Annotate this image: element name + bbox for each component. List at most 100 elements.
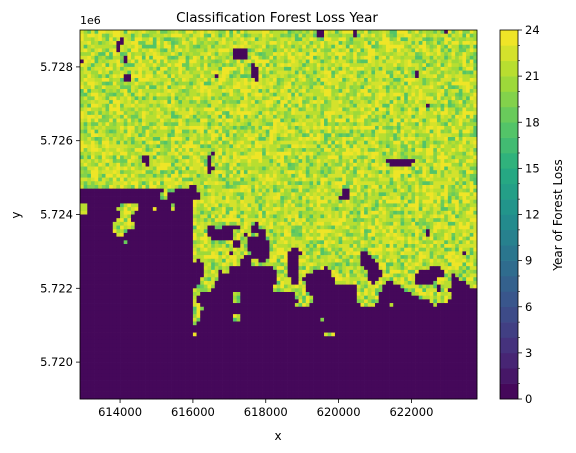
heatmap-cell xyxy=(273,111,278,116)
heatmap-cell xyxy=(298,103,303,108)
heatmap-cell xyxy=(360,70,365,75)
heatmap-cell xyxy=(411,74,416,79)
heatmap-cell xyxy=(309,96,314,101)
heatmap-cell xyxy=(462,122,467,127)
heatmap-cell xyxy=(316,85,321,90)
heatmap-cell xyxy=(174,41,179,46)
heatmap-cell xyxy=(444,37,449,42)
heatmap-cell xyxy=(473,103,478,108)
heatmap-cell xyxy=(440,181,445,186)
heatmap-cell xyxy=(309,52,314,57)
heatmap-cell xyxy=(280,133,285,138)
heatmap-cell xyxy=(349,92,354,97)
heatmap-cell xyxy=(87,63,92,68)
heatmap-cell xyxy=(80,48,84,53)
heatmap-cell xyxy=(181,188,186,193)
heatmap-cell xyxy=(130,118,135,123)
heatmap-cell xyxy=(134,37,139,42)
heatmap-cell xyxy=(469,155,474,160)
heatmap-cell xyxy=(218,59,223,64)
heatmap-cell xyxy=(178,81,183,86)
heatmap-cell xyxy=(298,37,303,42)
heatmap-cell xyxy=(130,170,135,175)
heatmap-cell xyxy=(404,148,409,153)
heatmap-cell xyxy=(232,137,237,142)
heatmap-cell xyxy=(105,122,110,127)
heatmap-cell xyxy=(247,44,252,49)
heatmap-cell xyxy=(415,140,420,145)
heatmap-cell xyxy=(367,151,372,156)
heatmap-cell xyxy=(356,184,361,190)
heatmap-cell xyxy=(94,144,99,149)
heatmap-cell xyxy=(98,196,103,201)
heatmap-cell xyxy=(120,125,125,130)
heatmap-cell xyxy=(189,140,194,145)
heatmap-cell xyxy=(367,92,372,97)
heatmap-cell xyxy=(291,140,296,145)
heatmap-cell xyxy=(385,125,390,130)
heatmap-cell xyxy=(83,66,88,71)
heatmap-cell xyxy=(305,107,310,112)
heatmap-cell xyxy=(298,125,303,130)
heatmap-cell xyxy=(207,140,212,145)
heatmap-cell xyxy=(404,137,409,142)
heatmap-cell xyxy=(418,155,423,160)
heatmap-cell xyxy=(309,59,314,64)
heatmap-cell xyxy=(181,181,186,186)
heatmap-cell xyxy=(447,89,452,94)
heatmap-cell xyxy=(407,122,412,127)
heatmap-cell xyxy=(222,111,227,116)
heatmap-cell xyxy=(134,170,139,175)
heatmap-cell xyxy=(309,140,314,145)
heatmap-cell xyxy=(349,137,354,142)
heatmap-cell xyxy=(130,173,135,178)
heatmap-cell xyxy=(174,89,179,94)
heatmap-cell xyxy=(305,96,310,101)
heatmap-cell xyxy=(345,162,350,167)
heatmap-cell xyxy=(466,122,471,127)
heatmap-cell xyxy=(455,162,460,167)
heatmap-cell xyxy=(455,70,460,75)
heatmap-cell xyxy=(112,133,117,138)
heatmap-cell xyxy=(316,96,321,101)
heatmap-cell xyxy=(334,155,339,160)
heatmap-cell xyxy=(200,41,205,46)
heatmap-cell xyxy=(291,66,296,71)
heatmap-cell xyxy=(356,166,361,171)
heatmap-cell xyxy=(269,30,274,35)
heatmap-cell xyxy=(83,103,88,108)
heatmap-cell xyxy=(251,184,256,190)
heatmap-cell xyxy=(273,81,278,86)
heatmap-cell xyxy=(342,37,347,42)
heatmap-cell xyxy=(174,151,179,156)
heatmap-cell xyxy=(385,118,390,123)
heatmap-cell xyxy=(302,107,307,112)
heatmap-cell xyxy=(105,48,110,53)
heatmap-cell xyxy=(120,77,125,83)
heatmap-cell xyxy=(451,114,456,119)
heatmap-cell xyxy=(174,129,179,134)
heatmap-cell xyxy=(262,70,267,75)
heatmap-cell xyxy=(141,48,146,53)
heatmap-cell xyxy=(404,170,409,175)
heatmap-cell xyxy=(455,55,460,60)
heatmap-cell xyxy=(94,59,99,64)
heatmap-cell xyxy=(83,107,88,112)
heatmap-cell xyxy=(324,37,329,42)
heatmap-cell xyxy=(375,89,380,94)
heatmap-cell xyxy=(309,129,314,134)
heatmap-cell xyxy=(254,137,259,142)
heatmap-cell xyxy=(433,85,438,90)
heatmap-cell xyxy=(324,70,329,75)
heatmap-cell xyxy=(342,41,347,46)
heatmap-cell xyxy=(105,184,110,190)
heatmap-cell xyxy=(305,74,310,79)
heatmap-cell xyxy=(265,133,270,138)
heatmap-cell xyxy=(185,118,190,123)
heatmap-cell xyxy=(167,107,172,112)
heatmap-cell xyxy=(181,33,186,38)
heatmap-cell xyxy=(152,85,157,90)
heatmap-cell xyxy=(83,181,88,186)
heatmap-cell xyxy=(466,177,471,182)
heatmap-cell xyxy=(327,30,332,35)
